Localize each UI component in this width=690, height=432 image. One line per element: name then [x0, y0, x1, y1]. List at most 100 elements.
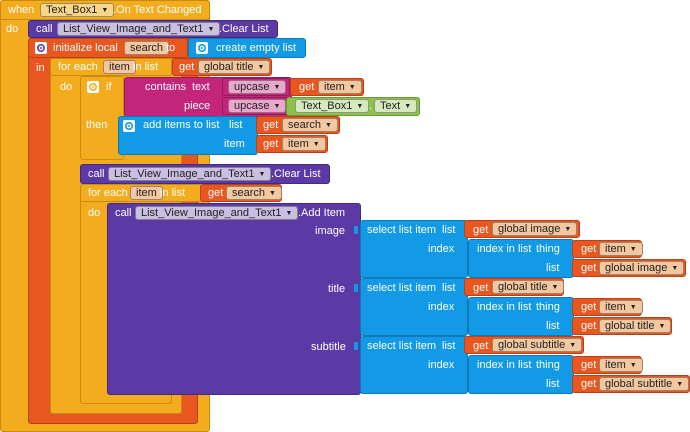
clear-list-method-2: .Clear List [271, 168, 321, 180]
add-item-block[interactable] [107, 203, 361, 395]
upcase-dropdown-1[interactable]: upcase ▼ [228, 80, 287, 94]
index-in-list-block-2[interactable] [468, 297, 574, 336]
index-in-list-label-1: index in list [477, 243, 532, 255]
get-label: get [581, 320, 597, 332]
index-in-list-label-2: index in list [477, 301, 532, 313]
select-list-item-block-1[interactable] [360, 220, 468, 278]
get-global-title-text-1: global title [498, 281, 548, 293]
textbox-property-dropdown[interactable]: Text ▼ [374, 99, 418, 113]
clear-list-component-dropdown-1[interactable]: List_View_Image_and_Text1 ▼ [57, 22, 221, 36]
add-item-component-dropdown[interactable]: List_View_Image_and_Text1 ▼ [135, 206, 299, 220]
textbox-component-dropdown[interactable]: Text_Box1 ▼ [295, 99, 370, 113]
dropdown-arrow-icon: ▼ [312, 141, 320, 148]
dot-label: . [369, 100, 373, 112]
select-index-label-1: index [428, 243, 455, 255]
upcase-dropdown-2[interactable]: upcase ▼ [228, 99, 287, 113]
if-label: if [106, 81, 112, 93]
get-label: get [581, 378, 597, 390]
then-label: then [86, 119, 108, 131]
get-global-image-dropdown-1[interactable]: global image ▼ [492, 222, 578, 236]
event-component-text: Text_Box1 [46, 4, 98, 16]
index-in-list-block-3[interactable] [468, 355, 574, 394]
local-variable-name-field[interactable]: search [124, 41, 170, 55]
gear-icon[interactable] [35, 42, 47, 54]
clear-list-component-dropdown-2[interactable]: List_View_Image_and_Text1 ▼ [108, 167, 272, 181]
add-items-list-label: list [229, 119, 243, 131]
get-global-title-text-2: global title [605, 320, 655, 332]
index-in-list-thing-label-1: thing [536, 243, 560, 255]
in-label: in [36, 62, 45, 74]
subtitle-socket-label: subtitle [311, 341, 346, 353]
dropdown-arrow-icon: ▼ [629, 246, 637, 253]
get-item-text-5: item [605, 359, 626, 371]
event-component-dropdown[interactable]: Text_Box1 ▼ [40, 3, 115, 17]
dropdown-arrow-icon: ▼ [273, 103, 281, 110]
clear-list-component-text-1: List_View_Image_and_Text1 [63, 23, 204, 35]
index-in-list-thing-label-2: thing [536, 301, 560, 313]
dropdown-arrow-icon: ▼ [348, 84, 356, 91]
create-empty-list-label: create empty list [216, 42, 297, 54]
get-search-dropdown-2[interactable]: search ▼ [226, 186, 282, 200]
index-in-list-label-3: index in list [477, 359, 532, 371]
get-global-image-text-2: global image [605, 262, 668, 274]
gear-icon[interactable] [87, 81, 99, 93]
get-item-text-1: item [324, 81, 345, 93]
get-global-title-dropdown[interactable]: global title ▼ [198, 60, 271, 74]
get-global-title-dropdown-1[interactable]: global title ▼ [492, 280, 565, 294]
dropdown-arrow-icon: ▼ [551, 284, 559, 291]
upcase-text-2: upcase [234, 100, 270, 112]
socket-connector [354, 226, 358, 234]
create-empty-list-block[interactable] [188, 38, 306, 58]
get-item-dropdown-2[interactable]: item ▼ [282, 137, 326, 151]
get-global-subtitle-text-1: global subtitle [498, 339, 566, 351]
gear-icon[interactable] [123, 120, 135, 132]
get-item-dropdown-4[interactable]: item ▼ [599, 300, 643, 314]
get-label: get [179, 61, 195, 73]
get-label: get [473, 340, 489, 352]
dropdown-arrow-icon: ▼ [273, 84, 281, 91]
get-global-image-dropdown-2[interactable]: global image ▼ [599, 261, 685, 275]
get-global-title-text: global title [204, 61, 254, 73]
get-label: get [581, 301, 597, 313]
get-global-image-text-1: global image [498, 223, 561, 235]
get-label: get [263, 138, 279, 150]
select-list-item-block-2[interactable] [360, 278, 468, 336]
get-global-title-dropdown-2[interactable]: global title ▼ [599, 319, 672, 333]
select-list-item-block-3[interactable] [360, 336, 468, 394]
select-list-label-2: list [442, 282, 456, 294]
add-items-to-list-block[interactable] [118, 116, 258, 155]
clear-list-component-text-2: List_View_Image_and_Text1 [114, 168, 255, 180]
get-search-dropdown-1[interactable]: search ▼ [282, 118, 338, 132]
dropdown-arrow-icon: ▼ [658, 323, 666, 330]
get-global-subtitle-dropdown-2[interactable]: global subtitle ▼ [599, 377, 690, 391]
do-label-1: do [60, 81, 73, 93]
get-label: get [263, 119, 279, 131]
dropdown-arrow-icon: ▼ [269, 190, 276, 197]
dropdown-arrow-icon: ▼ [629, 304, 637, 311]
dropdown-arrow-icon: ▼ [404, 103, 412, 110]
get-item-dropdown-5[interactable]: item ▼ [599, 358, 643, 372]
gear-icon[interactable] [196, 42, 208, 54]
image-socket-label: image [315, 225, 345, 237]
get-global-subtitle-text-2: global subtitle [605, 378, 673, 390]
get-item-dropdown-1[interactable]: item ▼ [318, 80, 362, 94]
for-each-label-2: for each [88, 187, 128, 199]
for-each-var-text-1: item [109, 61, 130, 73]
contains-label: contains [145, 81, 186, 93]
get-global-subtitle-dropdown-1[interactable]: global subtitle ▼ [492, 338, 583, 352]
index-in-list-block-1[interactable] [468, 239, 574, 278]
add-item-component-text: List_View_Image_and_Text1 [141, 207, 282, 219]
get-item-dropdown-3[interactable]: item ▼ [599, 242, 643, 256]
add-items-label: add items to list [143, 119, 220, 131]
get-label: get [208, 187, 224, 199]
select-list-item-label-2: select list item [367, 282, 437, 294]
get-item-text-3: item [605, 243, 626, 255]
index-in-list-list-label-1: list [546, 262, 560, 274]
dropdown-arrow-icon: ▼ [258, 171, 266, 178]
dropdown-arrow-icon: ▼ [207, 26, 215, 33]
contains-piece-label: piece [184, 100, 211, 112]
for-each-var-field-2[interactable]: item [130, 186, 163, 200]
for-each-var-field-1[interactable]: item [103, 60, 136, 74]
get-label: get [581, 262, 597, 274]
dropdown-arrow-icon: ▼ [325, 122, 332, 129]
